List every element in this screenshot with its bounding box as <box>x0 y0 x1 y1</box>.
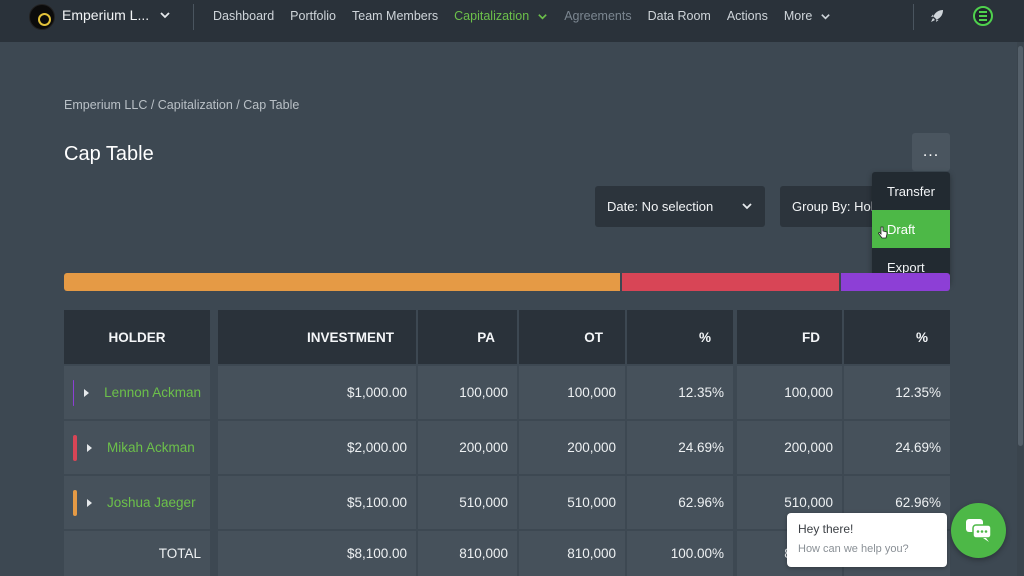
table-cell-ot: 200,000 <box>519 421 625 474</box>
nav-capitalization[interactable]: Capitalization <box>454 9 548 23</box>
total-ot: 810,000 <box>519 531 625 576</box>
page-title: Cap Table <box>64 143 154 165</box>
menu-item-export[interactable]: Export <box>887 259 925 275</box>
chat-prompt: How can we help you? <box>798 543 909 555</box>
menu-item-draft[interactable]: Draft <box>872 210 950 248</box>
header-fd: FD <box>737 310 842 364</box>
table-cell-fd-pct: 24.69% <box>844 421 950 474</box>
options-menu: Transfer Draft Export <box>872 172 950 284</box>
nav-divider <box>193 4 194 30</box>
total-label: TOTAL <box>64 531 210 576</box>
header-percent: % <box>627 310 733 364</box>
chat-icon <box>966 519 992 542</box>
allocation-segment <box>64 273 620 291</box>
table-cell-fd-pct: 12.35% <box>844 366 950 419</box>
table-cell-pa: 510,000 <box>418 476 517 529</box>
expand-caret-icon[interactable] <box>87 498 92 507</box>
chat-greeting-bubble[interactable]: Hey there! How can we help you? <box>787 513 947 567</box>
chevron-down-icon <box>160 12 170 19</box>
table-cell-investment: $2,000.00 <box>218 421 416 474</box>
table-cell-pct: 24.69% <box>627 421 733 474</box>
holder-cell[interactable]: Lennon Ackman <box>64 366 210 419</box>
nav-team-members[interactable]: Team Members <box>352 9 438 23</box>
nav-label: Team Members <box>352 9 439 23</box>
menu-item-transfer[interactable]: Transfer <box>887 183 935 199</box>
nav-portfolio[interactable]: Portfolio <box>290 9 336 23</box>
date-filter-value: Date: No selection <box>607 199 714 214</box>
total-percent: 100.00% <box>627 531 733 576</box>
nav-more[interactable]: More <box>784 9 831 23</box>
nav-label: More <box>783 9 813 23</box>
more-options-button[interactable]: ... <box>912 133 950 171</box>
expand-caret-icon[interactable] <box>87 443 92 452</box>
table-cell-investment: $5,100.00 <box>218 476 416 529</box>
rocket-icon[interactable] <box>929 8 945 24</box>
table-cell-pct: 12.35% <box>627 366 733 419</box>
holder-cell[interactable]: Mikah Ackman <box>64 421 210 474</box>
date-filter-select[interactable]: Date: No selection <box>595 186 765 227</box>
nav-label: Actions <box>726 9 768 23</box>
company-switcher[interactable]: Emperium L... <box>62 7 171 23</box>
ellipsis-icon: ... <box>922 143 940 160</box>
holder-color-stripe <box>73 434 77 461</box>
allocation-segment <box>841 273 950 291</box>
nav-label: Data Room <box>647 9 711 23</box>
chevron-down-icon <box>821 13 831 20</box>
nav-actions[interactable]: Actions <box>727 9 768 23</box>
group-by-select[interactable]: Group By: Hol <box>780 186 880 227</box>
header-pa: PA <box>418 310 517 364</box>
nav-divider <box>913 4 914 30</box>
total-investment: $8,100.00 <box>218 531 416 576</box>
table-cell-pa: 100,000 <box>418 366 517 419</box>
total-pa: 810,000 <box>418 531 517 576</box>
holder-color-stripe <box>73 379 75 406</box>
top-navbar: Emperium L... Dashboard Portfolio Team M… <box>0 0 1024 42</box>
holder-cell[interactable]: Joshua Jaeger <box>64 476 210 529</box>
table-cell-fd: 200,000 <box>737 421 842 474</box>
holder-name-link[interactable]: Mikah Ackman <box>107 440 195 455</box>
nav-label: Agreements <box>564 9 632 23</box>
nav-label: Capitalization <box>454 9 530 23</box>
user-menu-icon[interactable] <box>973 6 993 26</box>
allocation-segment <box>622 273 839 291</box>
nav-data-room[interactable]: Data Room <box>648 9 711 23</box>
nav-agreements: Agreements <box>564 9 631 23</box>
table-cell-investment: $1,000.00 <box>218 366 416 419</box>
company-logo-icon[interactable] <box>29 4 55 30</box>
header-fd-percent: % <box>844 310 950 364</box>
holder-name-link[interactable]: Joshua Jaeger <box>107 495 196 510</box>
nav-label: Dashboard <box>213 9 275 23</box>
header-ot: OT <box>519 310 625 364</box>
nav-dashboard[interactable]: Dashboard <box>213 9 274 23</box>
table-cell-ot: 100,000 <box>519 366 625 419</box>
chevron-down-icon <box>538 13 547 20</box>
header-holder: HOLDER <box>64 310 210 364</box>
holder-name-link[interactable]: Lennon Ackman <box>104 385 201 400</box>
nav-label: Portfolio <box>290 9 337 23</box>
company-name: Emperium L... <box>62 7 150 23</box>
table-cell-pct: 62.96% <box>627 476 733 529</box>
chat-greeting: Hey there! <box>798 522 854 536</box>
group-by-value: Group By: Hol <box>792 199 874 214</box>
chat-launcher-button[interactable] <box>951 503 1006 558</box>
hand-cursor-icon <box>878 226 888 239</box>
table-cell-pa: 200,000 <box>418 421 517 474</box>
breadcrumb[interactable]: Emperium LLC / Capitalization / Cap Tabl… <box>64 98 300 112</box>
holder-color-stripe <box>73 489 77 516</box>
chevron-down-icon <box>742 203 752 210</box>
table-cell-ot: 510,000 <box>519 476 625 529</box>
scrollbar-thumb[interactable] <box>1018 46 1023 446</box>
header-investment: INVESTMENT <box>218 310 416 364</box>
expand-caret-icon[interactable] <box>84 388 90 397</box>
table-cell-fd: 100,000 <box>737 366 842 419</box>
main-nav: Dashboard Portfolio Team Members Capital… <box>213 9 847 23</box>
